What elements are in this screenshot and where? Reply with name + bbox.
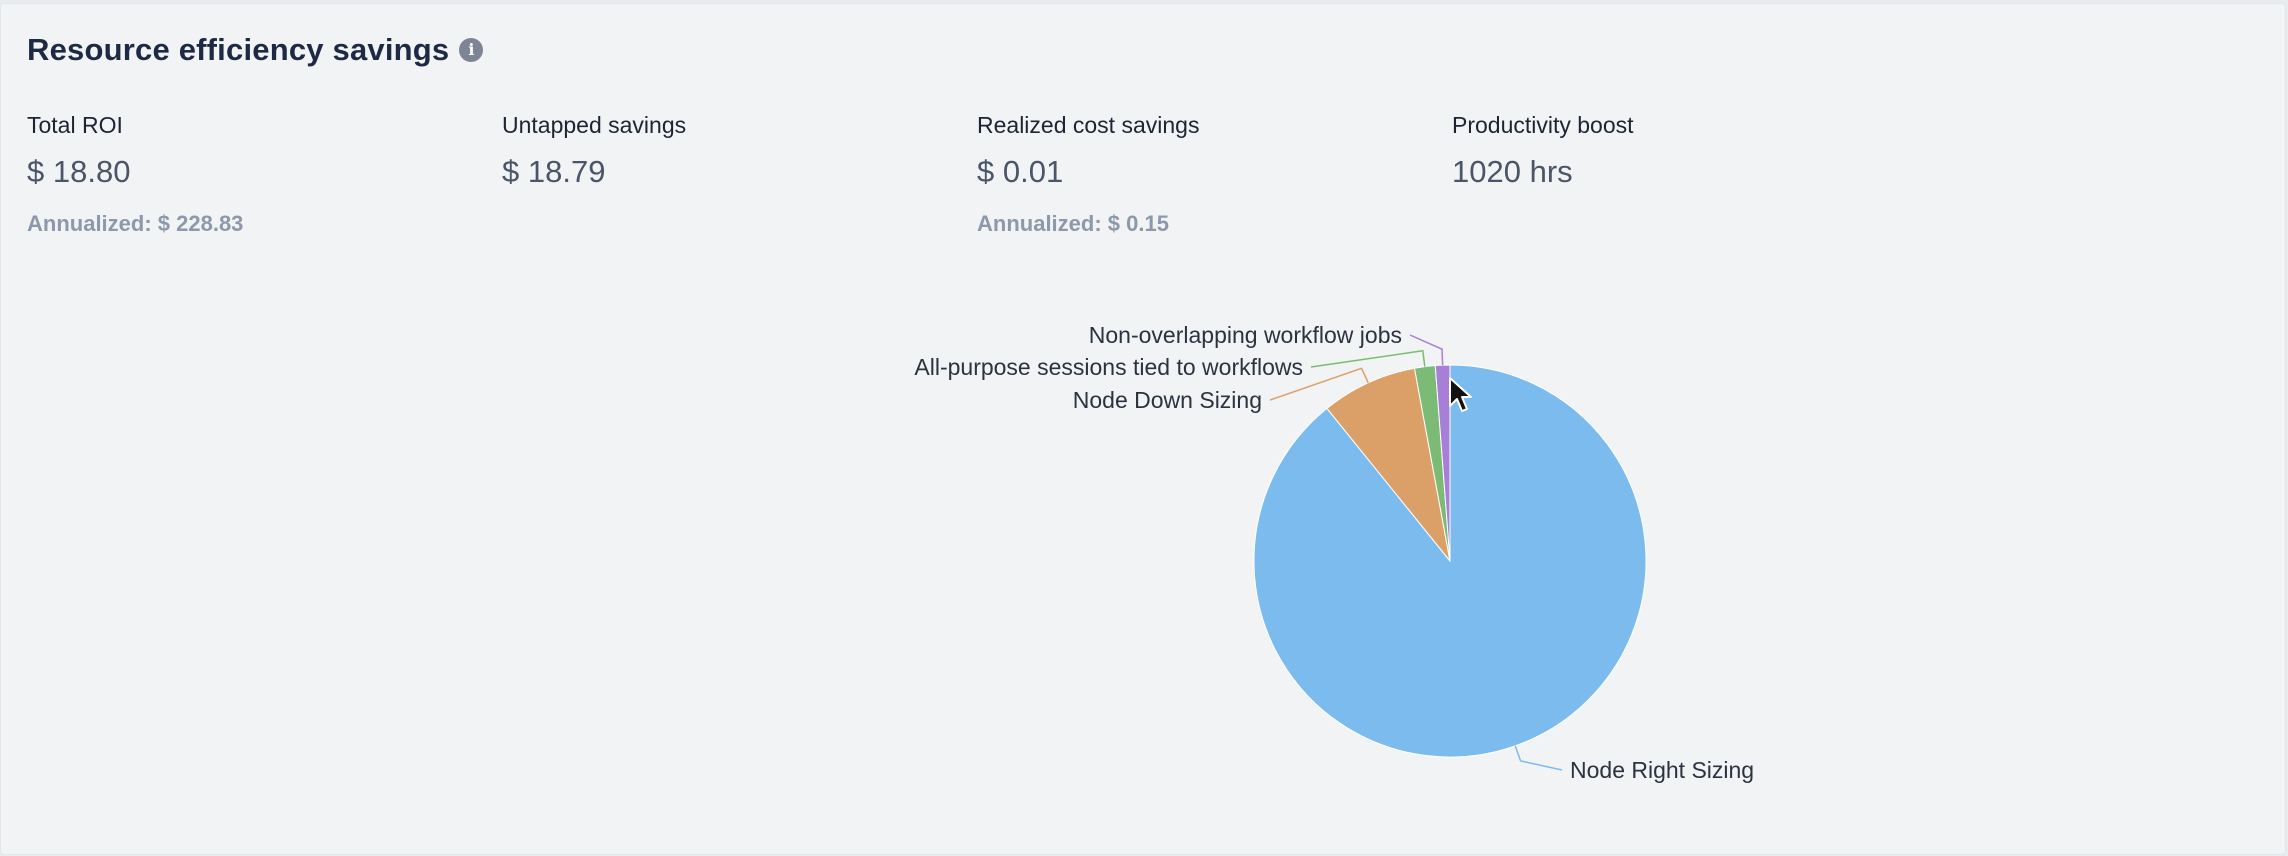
metric-annualized: Annualized: $ 0.15 xyxy=(977,211,1169,236)
metric-value: $ 18.80 xyxy=(27,154,131,189)
metric-value: $ 18.79 xyxy=(502,154,606,189)
slice-label: All-purpose sessions tied to workflows xyxy=(914,354,1303,380)
info-icon[interactable]: i xyxy=(459,38,484,62)
mouse-cursor-icon xyxy=(1449,377,1472,412)
metric-total-roi: Total ROI $ 18.80 Annualized: $ 228.83 xyxy=(27,110,467,238)
metric-untapped-savings: Untapped savings $ 18.79 xyxy=(502,110,942,210)
metric-value: $ 0.01 xyxy=(977,154,1064,189)
metric-productivity-boost: Productivity boost 1020 hrs xyxy=(1452,110,1892,210)
pie-slice-non-overlapping-workflow-jobs[interactable] xyxy=(1434,364,1451,562)
metric-label: Total ROI xyxy=(27,112,123,138)
metrics-row: Total ROI $ 18.80 Annualized: $ 228.83 U… xyxy=(27,110,1927,250)
metric-label: Productivity boost xyxy=(1452,112,1634,138)
metric-label: Realized cost savings xyxy=(977,112,1200,138)
metric-label: Untapped savings xyxy=(502,112,687,138)
slice-label: Non-overlapping workflow jobs xyxy=(1089,322,1402,348)
metric-value: 1020 hrs xyxy=(1452,154,1573,189)
card-header: Resource efficiency savings i xyxy=(27,32,484,68)
card-title: Resource efficiency savings xyxy=(27,32,450,67)
pie-slice-node-down-sizing[interactable] xyxy=(1326,367,1451,562)
resource-efficiency-card: Resource efficiency savings i Total ROI … xyxy=(0,3,2286,855)
leader-line xyxy=(1514,745,1563,771)
leader-line xyxy=(1409,334,1444,366)
slice-label: Node Down Sizing xyxy=(1073,387,1262,413)
leader-line xyxy=(1310,349,1426,368)
metric-annualized: Annualized: $ 228.83 xyxy=(27,211,244,236)
slice-label: Node Right Sizing xyxy=(1570,757,1754,783)
metric-realized-cost-savings: Realized cost savings $ 0.01 Annualized:… xyxy=(977,110,1417,238)
leader-line xyxy=(1269,367,1369,401)
